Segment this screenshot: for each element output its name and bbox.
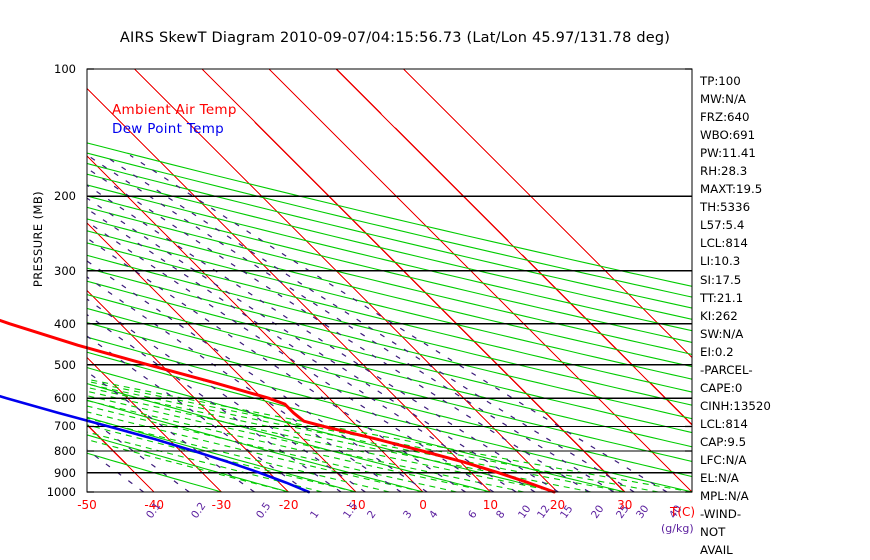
index-row-4: PW:11.41 xyxy=(700,146,756,161)
pressure-tick-1000: 1000 xyxy=(46,485,76,499)
index-row-24: -WIND- xyxy=(700,507,742,522)
index-row-11: SI:17.5 xyxy=(700,272,742,287)
index-row-7: TH:5336 xyxy=(700,200,751,215)
bottom-temp-tick-30: 30 xyxy=(617,498,633,512)
index-row-19: LCL:814 xyxy=(700,416,748,431)
index-row-3: WBO:691 xyxy=(700,128,756,143)
pressure-tick-500: 500 xyxy=(54,357,76,372)
bottom-temp-tick-0: 0 xyxy=(419,498,427,512)
index-row-12: TT:21.1 xyxy=(700,290,744,305)
index-row-9: LCL:814 xyxy=(700,236,748,251)
pressure-tick-900: 900 xyxy=(54,465,76,480)
index-row-16: -PARCEL- xyxy=(700,362,753,377)
ambient-temp-curve xyxy=(0,318,556,494)
index-row-17: CAPE:0 xyxy=(700,380,743,395)
pressure-tick-700: 700 xyxy=(54,419,76,434)
index-row-15: EI:0.2 xyxy=(700,344,734,359)
pressure-tick-200: 200 xyxy=(54,189,76,204)
index-row-25: NOT xyxy=(700,525,726,540)
index-row-13: KI:262 xyxy=(700,308,738,323)
pressure-tick-800: 800 xyxy=(54,444,76,458)
index-row-8: L57:5.4 xyxy=(700,218,745,233)
index-row-20: CAP:9.5 xyxy=(700,434,747,449)
index-row-2: FRZ:640 xyxy=(700,110,750,125)
index-row-6: MAXT:19.5 xyxy=(700,182,763,197)
legend-ambient-air-temp: Ambient Air Temp xyxy=(112,102,237,118)
index-row-0: TP:100 xyxy=(700,74,741,88)
bottom-temp-tick--50: -50 xyxy=(77,498,97,512)
index-row-26: AVAIL xyxy=(700,543,733,558)
index-row-5: RH:28.3 xyxy=(700,164,748,179)
sounding-indices-panel: TP:100 MW:N/A FRZ:640 WBO:691 PW:11.41 RH:28.… xyxy=(700,72,866,559)
legend-dew-point-temp: Dew Point Temp xyxy=(112,121,225,137)
index-row-1: MW:N/A xyxy=(700,92,746,107)
bottom-temp-tick--30: -30 xyxy=(211,498,232,512)
index-row-14: SW:N/A xyxy=(700,326,744,341)
index-row-23: MPL:N/A xyxy=(700,489,749,504)
mixing-ratio-axis-label: (g/kg) xyxy=(661,522,694,535)
index-row-21: LFC:N/A xyxy=(700,452,747,467)
index-row-18: CINH:13520 xyxy=(700,398,771,413)
pressure-tick-600: 600 xyxy=(54,391,76,406)
bottom-temp-tick--40: -40 xyxy=(144,498,165,512)
pressure-tick-100: 100 xyxy=(54,62,76,76)
bottom-temp-tick-20: 20 xyxy=(549,498,566,512)
bottom-temp-tick--20: -20 xyxy=(278,498,299,512)
index-row-22: EL:N/A xyxy=(700,471,739,486)
index-row-10: LI:10.3 xyxy=(700,254,741,269)
pressure-tick-400: 400 xyxy=(54,316,76,331)
page-title: AIRS SkewT Diagram 2010-09-07/04:15:56.7… xyxy=(119,30,671,46)
dewpoint-curve xyxy=(0,394,311,494)
temperature-axis-label: T(C) xyxy=(670,505,696,519)
pressure-tick-300: 300 xyxy=(54,263,76,278)
bottom-temp-tick-10: 10 xyxy=(482,498,498,512)
bottom-temp-tick--10: -10 xyxy=(346,498,366,512)
